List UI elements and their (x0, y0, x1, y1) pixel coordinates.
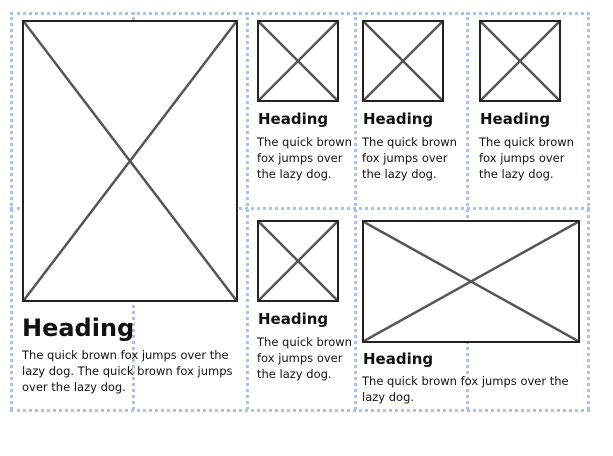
guide-vertical (354, 12, 357, 410)
guide-vertical (587, 12, 590, 410)
guide-vertical (466, 12, 469, 410)
image-placeholder-icon (257, 20, 339, 102)
card-heading: Heading (258, 310, 329, 328)
guide-horizontal (10, 409, 590, 412)
card-heading: Heading (480, 110, 551, 128)
card-heading: Heading (258, 110, 329, 128)
guide-horizontal (10, 12, 590, 15)
image-placeholder-icon (362, 220, 580, 343)
card-heading: Heading (363, 350, 434, 368)
card-body-text: The quick brown fox jumps over the lazy … (362, 135, 457, 181)
guide-vertical (10, 12, 13, 410)
guide-vertical (246, 12, 249, 410)
card-body-text: The quick brown fox jumps over the lazy … (479, 135, 574, 181)
card-body-text: The quick brown fox jumps over the lazy … (257, 135, 352, 181)
card-body-text: The quick brown fox jumps over the lazy … (362, 374, 569, 404)
card-heading: Heading (363, 110, 434, 128)
image-placeholder-icon (479, 20, 561, 102)
image-placeholder-icon (362, 20, 444, 102)
card-body-text: The quick brown fox jumps over the lazy … (257, 335, 352, 381)
image-placeholder-icon (257, 220, 339, 302)
guide-horizontal (10, 207, 590, 210)
card-heading: Heading (22, 314, 135, 342)
image-placeholder-icon (22, 20, 238, 302)
card-body-text: The quick brown fox jumps over the lazy … (22, 348, 233, 394)
